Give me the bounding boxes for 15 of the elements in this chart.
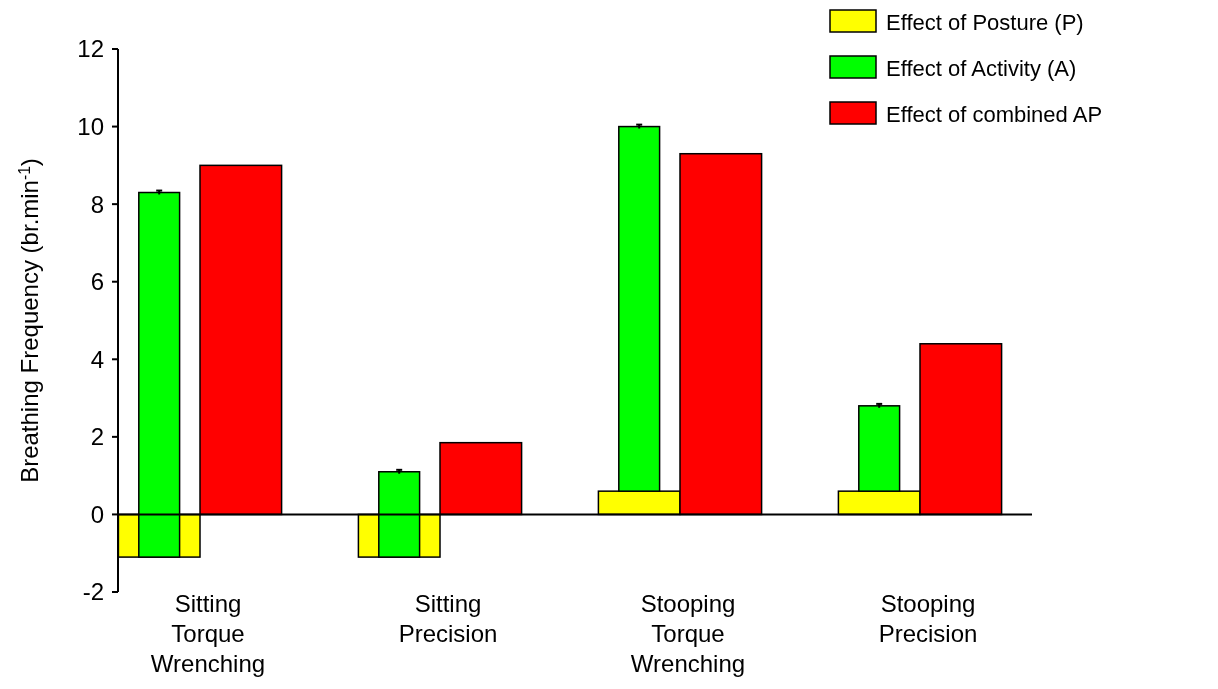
y-tick-label: 4 xyxy=(90,345,104,373)
x-tick-label: Stooping Precision xyxy=(878,590,978,647)
legend-label: Effect of Posture (P) xyxy=(886,9,1084,35)
y-tick-label: -2 xyxy=(82,578,104,606)
x-tick-label: Sitting Torque Wrenching xyxy=(150,590,266,677)
legend-label: Effect of Activity (A) xyxy=(886,55,1077,81)
y-tick-label: 12 xyxy=(77,35,104,63)
y-tick-label: 2 xyxy=(90,423,104,451)
y-tick-label: 6 xyxy=(90,268,104,296)
y-tick-label: 0 xyxy=(90,500,104,528)
y-tick-label: 8 xyxy=(90,190,104,218)
x-tick-label: Sitting Precision xyxy=(398,590,498,647)
y-tick-label: 10 xyxy=(77,112,104,140)
legend-label: Effect of combined AP xyxy=(886,101,1103,127)
x-tick-label: Stooping Torque Wrenching xyxy=(630,590,746,677)
